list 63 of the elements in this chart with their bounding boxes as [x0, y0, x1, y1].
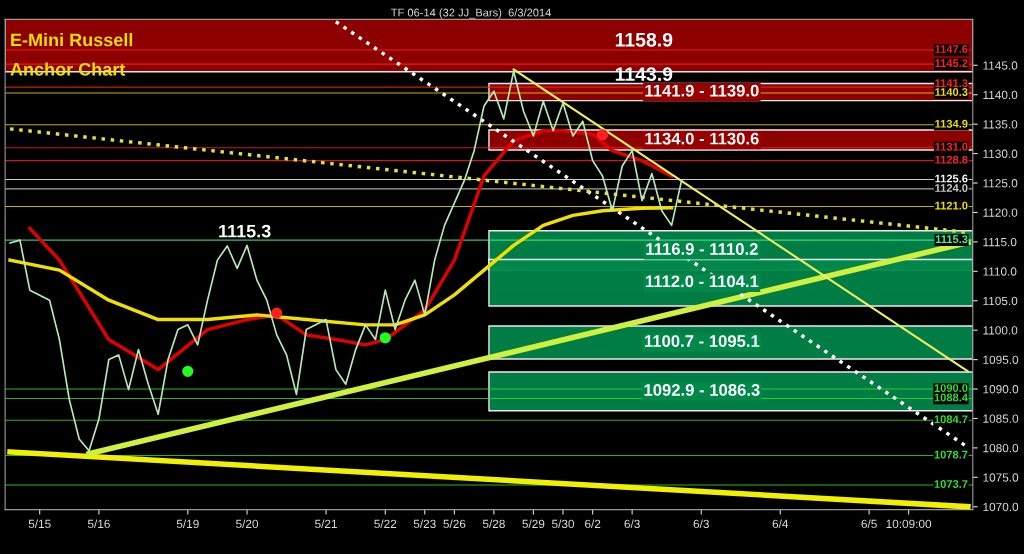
band-label: 1134.0 - 1130.6	[645, 132, 759, 145]
chart-title: TF 06-14 (32 JJ_Bars) 6/3/2014	[391, 8, 552, 19]
band-label: 1116.9 - 1110.2	[646, 243, 758, 255]
ref-line-label: 1128.8	[935, 155, 968, 164]
x-tick-label: 5/23	[413, 519, 436, 529]
x-tick-label: 6/5	[861, 519, 877, 529]
y-tick-label: 1095.0	[983, 355, 1019, 364]
y-tick-label: 1115.0	[983, 237, 1017, 247]
x-tick-label: 5/30	[552, 519, 575, 529]
y-tick-label: 1085.0	[983, 414, 1019, 423]
ref-line-label: 1121.0	[935, 201, 968, 210]
x-tick-label: 5/19	[176, 519, 199, 529]
ref-line-label: 1078.7	[934, 450, 968, 459]
x-tick-label: 6/3	[693, 519, 709, 529]
ref-line-label: 1125.6	[935, 174, 968, 183]
ref-line-label: 1147.6	[935, 45, 968, 53]
x-tick-label: 5/16	[87, 519, 110, 529]
annotation: 1158.9	[615, 32, 673, 47]
x-tick-label: 5/20	[236, 519, 259, 529]
y-tick-label: 1070.0	[983, 502, 1019, 512]
y-tick-label: 1110.0	[983, 267, 1017, 276]
y-tick-label: 1140.0	[983, 90, 1018, 100]
ref-line-label: 1124.0	[935, 184, 968, 192]
annotation: E-Mini Russell	[11, 33, 133, 47]
x-tick-label: 5/22	[374, 519, 397, 529]
annotation: 1115.3	[219, 224, 271, 238]
x-tick-label: 5/26	[443, 519, 466, 529]
x-tick-label: 5/15	[28, 519, 51, 529]
y-tick-label: 1080.0	[983, 443, 1019, 453]
point	[271, 307, 283, 319]
x-tick-label: 6/2	[585, 519, 601, 529]
band-label: 1141.9 - 1139.0	[645, 84, 759, 97]
point	[596, 129, 609, 141]
band-label: 1092.9 - 1086.3	[644, 384, 760, 396]
ref-line-label: 1131.0	[935, 142, 968, 151]
x-tick-label: 6/3	[624, 519, 640, 529]
ref-line-label: 1145.2	[935, 59, 968, 68]
x-tick-label: 5/21	[315, 519, 337, 529]
ref-line-label: 1088.4	[934, 393, 968, 402]
y-tick-label: 1120.0	[983, 208, 1018, 217]
x-tick-label: 6/4	[772, 519, 789, 529]
y-tick-label: 1090.0	[983, 385, 1019, 394]
ref-line-label: 1115.3	[935, 235, 968, 244]
y-tick-label: 1135.0	[983, 120, 1018, 129]
point	[182, 365, 194, 377]
ref-line-label: 1073.7	[934, 480, 968, 488]
ref-line-label: 1134.9	[935, 119, 968, 128]
ref-line-label: 1140.3	[935, 88, 968, 96]
x-tick-label: 5/29	[522, 519, 545, 529]
ref-line-label: 1090.0	[934, 384, 968, 392]
y-tick-label: 1100.0	[983, 326, 1018, 335]
point	[379, 332, 391, 344]
y-tick-label: 1130.0	[983, 149, 1018, 158]
ref-line-label: 1141.3	[935, 79, 968, 88]
ref-line-label: 1084.7	[934, 415, 968, 424]
y-tick-label: 1075.0	[983, 473, 1019, 482]
x-tick-label: 5/28	[482, 519, 505, 529]
y-tick-label: 1145.0	[983, 61, 1018, 70]
x-tick-label: 10:09:00	[886, 519, 932, 529]
band-label: 1100.7 - 1095.1	[644, 335, 760, 347]
y-tick-label: 1105.0	[983, 296, 1018, 306]
band-label: 1112.0 - 1104.1	[645, 275, 759, 288]
y-tick-label: 1125.0	[983, 179, 1018, 188]
